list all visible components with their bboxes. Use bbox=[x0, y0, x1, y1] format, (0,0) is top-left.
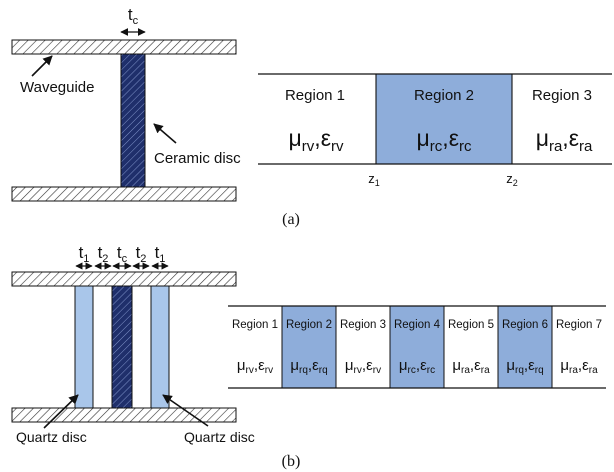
ceramic-disc-b bbox=[111, 285, 133, 409]
tc-base: t bbox=[128, 5, 133, 24]
region-strip-a: Region 1 Region 2 Region 3 μrv,εrv μrc,ε… bbox=[258, 73, 612, 188]
region-a-2-params: μrc,εrc bbox=[417, 125, 472, 155]
waveguide-bottom-wall bbox=[11, 186, 237, 202]
quartz-right-callout: Quartz disc bbox=[184, 429, 255, 445]
waveguide-top-wall-b bbox=[11, 271, 237, 287]
boundary-z1-label: z1 bbox=[368, 171, 380, 188]
region-b-2-name: Region 2 bbox=[286, 319, 332, 331]
tc-sub: c bbox=[133, 15, 139, 27]
region-b-2-fill bbox=[282, 306, 336, 388]
panel-a: tc Waveguide Ceramic disc Region 1 Regio… bbox=[11, 5, 612, 228]
region-b-7-params: μra,εra bbox=[560, 357, 598, 376]
caption-b: (b) bbox=[282, 453, 301, 470]
region-b-2-params: μrq,εrq bbox=[290, 357, 327, 376]
region-a-3-name: Region 3 bbox=[532, 87, 592, 104]
dim-t2-right: t2 bbox=[136, 243, 147, 265]
region-a-3-params: μra,εra bbox=[536, 125, 593, 155]
ceramic-callout-arrow bbox=[153, 123, 177, 144]
ceramic-disc bbox=[120, 53, 146, 188]
region-a-1-name: Region 1 bbox=[285, 87, 345, 104]
region-b-1-name: Region 1 bbox=[232, 319, 278, 331]
region-b-4-fill bbox=[390, 306, 444, 388]
panel-b: t1 t2 tc t2 t1 Quartz disc Quartz disc bbox=[11, 243, 606, 470]
tc-dimension-label: tc bbox=[128, 5, 139, 27]
caption-a: (a) bbox=[282, 211, 300, 228]
waveguide-callout-arrow bbox=[31, 55, 53, 77]
quartz-left-callout-arrow bbox=[43, 394, 79, 429]
region-b-6-name: Region 6 bbox=[502, 319, 548, 331]
region-b-3-name: Region 3 bbox=[340, 319, 386, 331]
dim-t1-left: t1 bbox=[79, 243, 90, 265]
quartz-right-callout-arrow bbox=[162, 394, 209, 427]
region-b-3-params: μrv,εrv bbox=[345, 357, 381, 376]
region-a-1-params: μrv,εrv bbox=[289, 125, 344, 155]
dim-t1-right: t1 bbox=[155, 243, 166, 265]
region-b-6-fill bbox=[498, 306, 552, 388]
waveguide-bottom-wall-b bbox=[11, 407, 237, 423]
region-a-2-fill bbox=[376, 74, 512, 164]
waveguide-top-wall bbox=[11, 39, 237, 55]
boundary-z2-label: z2 bbox=[506, 171, 518, 188]
quartz-disc-right bbox=[150, 285, 170, 409]
region-b-7-name: Region 7 bbox=[556, 319, 602, 331]
region-b-5-name: Region 5 bbox=[448, 319, 494, 331]
region-b-5-params: μra,εra bbox=[452, 357, 490, 376]
region-strip-b: Region 1 Region 2 Region 3 Region 4 Regi… bbox=[228, 305, 606, 389]
region-a-2-name: Region 2 bbox=[414, 87, 474, 104]
dim-tc: tc bbox=[117, 243, 128, 265]
dim-t2-left: t2 bbox=[98, 243, 109, 265]
region-b-6-params: μrq,εrq bbox=[506, 357, 543, 376]
ceramic-callout: Ceramic disc bbox=[154, 150, 241, 167]
region-b-1-params: μrv,εrv bbox=[237, 357, 273, 376]
quartz-disc-left bbox=[74, 285, 94, 409]
waveguide-callout: Waveguide bbox=[20, 79, 95, 96]
quartz-left-callout: Quartz disc bbox=[16, 429, 87, 445]
region-b-4-name: Region 4 bbox=[394, 319, 441, 331]
region-b-4-params: μrc,εrc bbox=[399, 357, 435, 376]
